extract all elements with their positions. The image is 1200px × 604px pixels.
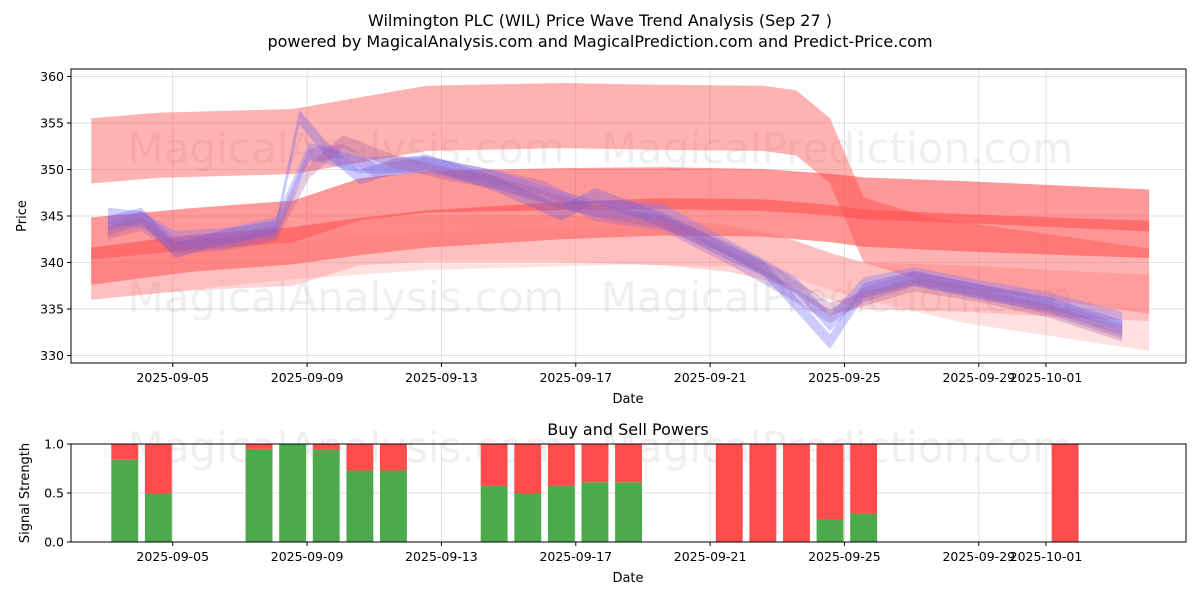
buy-sell-y-axis-label: Signal Strength <box>18 443 33 543</box>
buy-sell-y-ticks: 0.0 0.5 1.0 <box>44 437 71 550</box>
price-y-tick-label: 345 <box>40 209 64 224</box>
buy-sell-x-ticks: 2025-09-05 2025-09-09 2025-09-13 2025-09-17… <box>136 542 1082 564</box>
watermark-text: MagicalPrediction.com <box>601 273 1074 322</box>
sell-power-bar <box>783 444 810 542</box>
sell-power-bar <box>615 444 642 483</box>
sell-power-bar <box>346 444 374 471</box>
price-x-tick-label: 2025-09-05 <box>136 370 209 385</box>
price-x-ticks: 2025-09-05 2025-09-09 2025-09-13 2025-09-17… <box>136 363 1082 385</box>
buy-power-bar <box>346 470 374 542</box>
chart-title: Wilmington PLC (WIL) Price Wave Trend An… <box>368 11 832 30</box>
buy-power-bar <box>144 493 172 542</box>
price-x-axis-label: Date <box>612 392 643 407</box>
buy-power-bar <box>245 448 273 542</box>
buy-power-bar <box>380 470 407 542</box>
buy-power-bar <box>279 444 307 542</box>
buy-sell-x-tick-label: 2025-09-17 <box>539 549 612 564</box>
buy-sell-x-tick-label: 2025-09-13 <box>405 549 478 564</box>
price-watermarks: MagicalAnalysis.com MagicalPrediction.com… <box>128 124 1074 322</box>
price-y-tick-label: 340 <box>40 255 64 270</box>
price-x-tick-label: 2025-09-25 <box>808 370 881 385</box>
price-x-tick-label: 2025-09-17 <box>539 370 612 385</box>
price-y-tick-label: 335 <box>40 302 64 317</box>
buy-sell-x-tick-label: 2025-09-25 <box>808 549 881 564</box>
sell-power-bar <box>144 444 172 493</box>
series-band-price-wave-1 <box>107 142 1123 332</box>
sell-power-bar <box>312 444 340 450</box>
sell-power-bar <box>715 444 743 542</box>
price-x-tick-label: 2025-09-21 <box>674 370 747 385</box>
series-band-red-wave-faint <box>91 215 1150 322</box>
sell-power-bar <box>514 444 542 493</box>
buy-sell-y-tick-label: 0.5 <box>44 486 64 501</box>
buy-sell-y-tick-label: 1.0 <box>44 437 64 452</box>
price-y-ticks: 330 335 340 345 350 355 360 <box>40 69 71 363</box>
series-band-price-wave-3 <box>107 143 1123 339</box>
sell-power-bar <box>816 444 844 520</box>
series-band-red-wave-upper <box>91 83 1150 314</box>
buy-power-bar <box>615 482 642 542</box>
sell-power-bar <box>547 444 575 487</box>
price-series-group <box>91 83 1150 351</box>
sell-power-bar <box>1051 444 1079 542</box>
buy-power-bar <box>816 519 844 542</box>
buy-sell-title: Buy and Sell Powers <box>547 420 709 439</box>
sell-power-bar <box>380 444 407 471</box>
price-y-tick-label: 355 <box>40 115 64 130</box>
price-y-axis-label: Price <box>15 200 30 232</box>
price-y-tick-label: 330 <box>40 348 64 363</box>
price-x-tick-label: 2025-09-13 <box>405 370 478 385</box>
buy-power-bar <box>581 482 609 542</box>
sell-power-bar <box>850 444 878 514</box>
buy-sell-x-tick-label: 2025-10-01 <box>1010 549 1083 564</box>
buy-sell-x-tick-label: 2025-09-05 <box>136 549 209 564</box>
watermark-text: MagicalPrediction.com <box>601 124 1074 173</box>
sell-power-bar <box>245 444 273 449</box>
buy-power-bar <box>514 493 542 542</box>
buy-power-bar <box>312 449 340 542</box>
price-series <box>91 83 1150 351</box>
series-band-red-wave-lower <box>91 198 1150 285</box>
buy-sell-x-tick-label: 2025-09-29 <box>942 549 1015 564</box>
series-band-red-wave-trend <box>91 227 1150 351</box>
buy-sell-x-tick-label: 2025-09-21 <box>674 549 747 564</box>
price-x-tick-label: 2025-09-29 <box>942 370 1015 385</box>
buy-power-bar <box>850 513 878 542</box>
sell-power-bar <box>581 444 609 483</box>
price-y-tick-label: 360 <box>40 69 64 84</box>
buy-sell-chart: Buy and Sell Powers MagicalAnalysis.comM… <box>18 420 1187 586</box>
watermark-text: MagicalAnalysis.com <box>128 124 565 173</box>
buy-power-bar <box>547 486 575 542</box>
buy-sell-bars <box>111 444 1079 542</box>
buy-power-bar <box>480 486 508 542</box>
sell-power-bar <box>111 444 139 460</box>
chart-subtitle: powered by MagicalAnalysis.com and Magic… <box>267 32 932 51</box>
watermark-text: MagicalAnalysis.com <box>128 273 565 322</box>
sell-power-bar <box>480 444 508 487</box>
buy-sell-x-tick-label: 2025-09-09 <box>271 549 344 564</box>
buy-sell-y-tick-label: 0.0 <box>44 535 64 550</box>
price-x-tick-label: 2025-10-01 <box>1010 370 1083 385</box>
series-band-price-wave-2 <box>107 109 1123 350</box>
sell-power-bar <box>749 444 777 542</box>
series-band-red-wave-middle <box>91 167 1150 260</box>
buy-power-bar <box>111 459 139 542</box>
price-x-tick-label: 2025-09-09 <box>271 370 344 385</box>
price-wave-chart: MagicalAnalysis.com MagicalPrediction.com… <box>15 68 1187 407</box>
price-y-tick-label: 350 <box>40 162 64 177</box>
buy-sell-x-axis-label: Date <box>612 571 643 586</box>
